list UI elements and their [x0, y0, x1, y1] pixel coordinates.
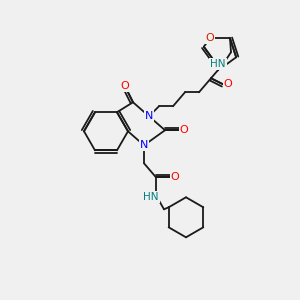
Text: O: O — [206, 33, 214, 43]
Text: O: O — [171, 172, 179, 182]
Text: N: N — [145, 111, 153, 121]
Text: HN: HN — [210, 59, 226, 69]
Text: N: N — [140, 140, 148, 150]
Text: O: O — [121, 81, 129, 91]
Text: O: O — [224, 79, 232, 89]
Text: HN: HN — [143, 192, 159, 202]
Text: O: O — [180, 125, 188, 135]
